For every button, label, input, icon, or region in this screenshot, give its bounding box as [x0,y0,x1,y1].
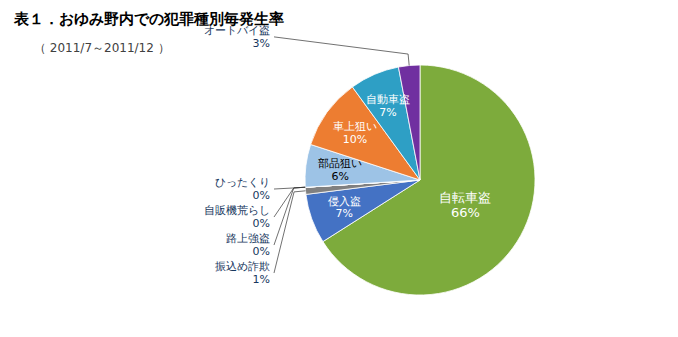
leader-line [274,37,409,66]
data-labels: 自転車盗66%侵入盗7%部品狙い6%車上狙い10%自動車盗7%オートバイ盗3%ひ… [204,24,491,286]
data-label-value: 1% [253,273,270,286]
data-label: 振込め詐欺1% [215,260,270,286]
data-label: 車上狙い10% [333,120,377,146]
data-label-category: 車上狙い [333,120,377,133]
data-label: 自動車盗7% [366,93,410,119]
data-label: 侵入盗7% [328,195,361,221]
leader-line [274,191,306,273]
data-label-category: 部品狙い [318,157,362,170]
data-label-value: 66% [451,205,480,220]
data-label-category: 自転車盗 [439,190,491,205]
chart: 表１．おゆみ野内での犯罪種別毎発生率（ 2011/7～2011/12 ）自転車盗… [0,0,678,337]
leader-line [274,187,305,217]
data-label-category: 路上強盗 [226,232,270,245]
subtitle: （ 2011/7～2011/12 ） [34,41,170,55]
data-label: 部品狙い6% [318,157,362,183]
slice [398,65,420,180]
data-label-value: 0% [253,189,270,202]
pie [305,65,535,295]
data-label: 路上強盗0% [226,232,270,258]
data-label-category: 自動車盗 [366,93,410,106]
data-label-value: 0% [253,245,270,258]
data-label: 自販機荒らし0% [204,204,270,230]
data-label-value: 0% [253,217,270,230]
data-label-category: オートバイ盗 [204,24,270,37]
data-label-value: 3% [253,37,270,50]
data-label-value: 7% [336,207,353,220]
slice [306,180,420,242]
data-label-value: 10% [343,133,367,146]
data-label: オートバイ盗3% [204,24,270,50]
data-label-value: 6% [331,170,348,183]
data-label-category: 侵入盗 [328,195,361,208]
data-label-category: 振込め詐欺 [215,260,270,273]
leader-line [274,187,305,245]
data-label: ひったくり0% [215,176,270,202]
data-label-value: 7% [379,106,396,119]
data-label-category: ひったくり [215,176,270,189]
data-label-category: 自販機荒らし [204,204,270,217]
data-label: 自転車盗66% [439,190,491,220]
